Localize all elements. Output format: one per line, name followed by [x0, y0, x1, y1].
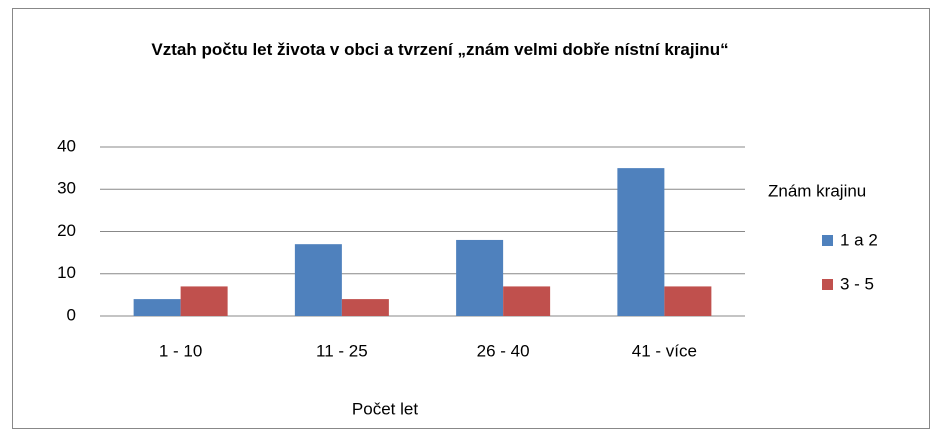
bar	[133, 299, 181, 316]
bar	[294, 244, 342, 316]
bar	[503, 286, 551, 316]
chart-border	[12, 8, 930, 429]
x-tick-label: 26 - 40	[477, 341, 530, 360]
chart-title: Vztah počtu let života v obci a tvrzení …	[151, 40, 729, 59]
legend-swatch	[822, 279, 833, 290]
y-tick-label: 40	[57, 136, 76, 155]
legend-swatch	[822, 235, 833, 246]
legend-label: 1 a 2	[840, 230, 878, 249]
bar	[664, 286, 712, 316]
x-tick-label: 41 - více	[632, 341, 697, 360]
bar	[617, 168, 665, 316]
y-tick-label: 10	[57, 263, 76, 282]
x-tick-label: 11 - 25	[316, 341, 368, 360]
y-tick-label: 0	[67, 305, 76, 324]
y-tick-label: 30	[57, 179, 76, 198]
bar	[456, 239, 504, 316]
bar	[180, 286, 228, 316]
bar	[341, 299, 389, 316]
legend-title: Znám krajinu	[768, 181, 866, 200]
y-tick-label: 20	[57, 221, 76, 240]
legend-label: 3 - 5	[840, 274, 874, 293]
x-axis-label: Počet let	[352, 399, 418, 418]
x-tick-label: 1 - 10	[159, 341, 202, 360]
